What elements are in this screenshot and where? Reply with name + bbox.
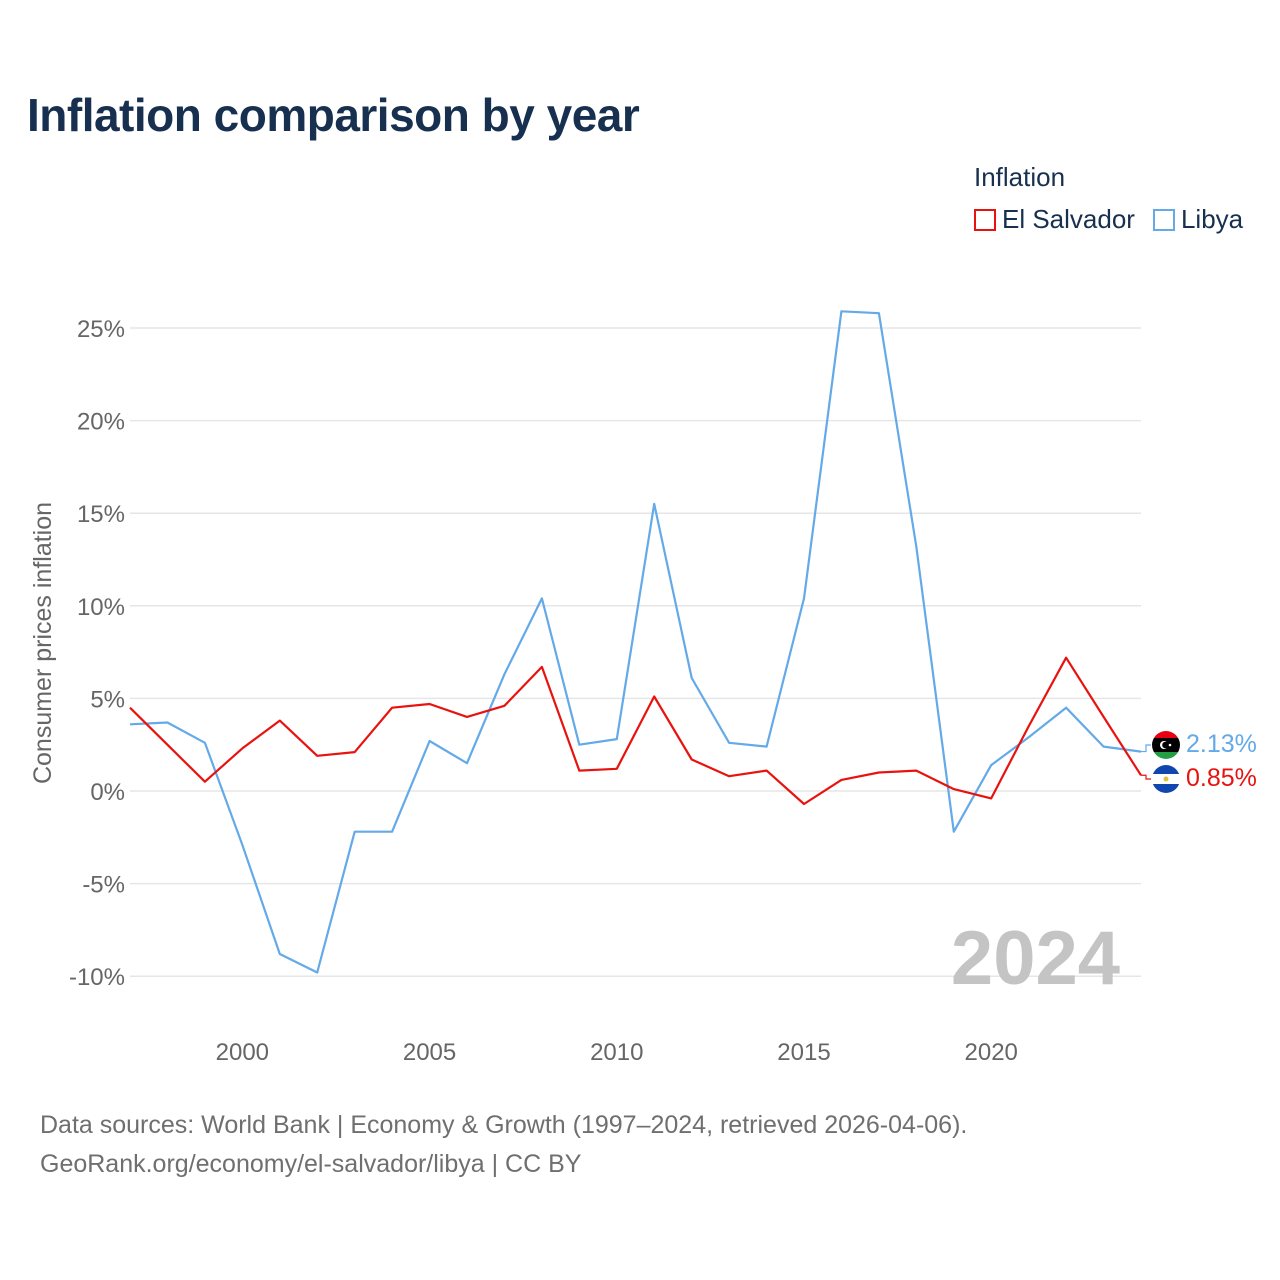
gridlines <box>130 327 1141 977</box>
x-axis-ticks: 2000 2005 2010 2015 2020 <box>216 1039 1018 1066</box>
libya-flag-icon <box>1152 731 1180 759</box>
y-tick-label: -5% <box>82 872 125 899</box>
y-tick-label: 10% <box>77 594 125 621</box>
legend-label-el-salvador: El Salvador <box>1002 204 1135 234</box>
x-tick-label: 2015 <box>777 1039 830 1066</box>
y-tick-label: -10% <box>69 964 125 991</box>
footer: Data sources: World Bank | Economy & Gro… <box>40 1106 967 1184</box>
legend: El Salvador Libya <box>974 204 1261 235</box>
series-lines <box>129 310 1151 974</box>
legend-title: Inflation <box>974 162 1066 192</box>
footer-link[interactable]: GeoRank.org/economy/el-salvador/libya | … <box>40 1150 582 1178</box>
x-tick-label: 2005 <box>403 1039 456 1066</box>
y-axis-label: Consumer prices inflation <box>29 502 57 784</box>
legend-swatch-libya <box>1152 208 1175 231</box>
y-tick-label: 0% <box>90 779 125 806</box>
el-salvador-end-label: 0.85% <box>1186 764 1257 792</box>
y-tick-label: 20% <box>77 409 125 436</box>
el-salvador-flag-icon <box>1152 765 1180 793</box>
page-title: Inflation comparison by year <box>27 89 640 141</box>
legend-label-libya: Libya <box>1180 204 1244 234</box>
x-tick-label: 2020 <box>965 1039 1018 1066</box>
legend-swatch-el-salvador <box>974 208 996 231</box>
year-watermark: 2024 <box>951 916 1120 1001</box>
end-label-connector <box>1141 774 1151 780</box>
series-line-el-salvador <box>129 656 1142 806</box>
x-tick-label: 2010 <box>590 1039 643 1066</box>
y-tick-label: 15% <box>77 501 125 528</box>
libya-end-label: 2.13% <box>1186 730 1257 758</box>
y-tick-label: 25% <box>77 316 125 343</box>
footer-sources: Data sources: World Bank | Economy & Gro… <box>40 1111 968 1139</box>
y-tick-label: 5% <box>90 686 125 713</box>
series-line-libya <box>129 310 1142 974</box>
legend-item-libya[interactable]: Libya <box>1152 204 1244 235</box>
end-labels: 2.13% 0.85% <box>1152 730 1257 793</box>
legend-item-el-salvador[interactable]: El Salvador <box>974 204 1135 235</box>
end-label-connector <box>1141 744 1151 753</box>
y-axis-ticks: -10% -5% 0% 5% 10% 15% 20% 25% <box>69 316 125 991</box>
x-tick-label: 2000 <box>216 1039 269 1066</box>
